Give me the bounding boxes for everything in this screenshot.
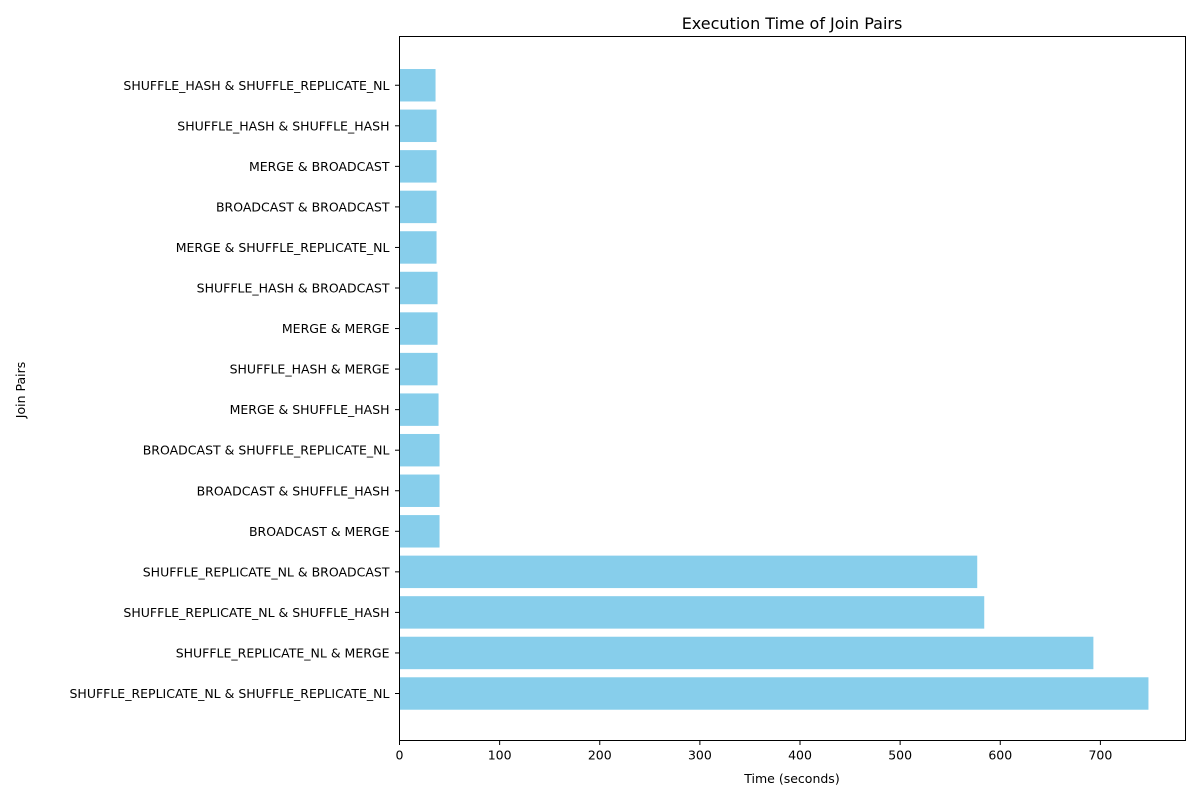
y-tick-label: SHUFFLE_REPLICATE_NL & BROADCAST [143,564,390,579]
bar [399,636,1094,670]
bar [399,190,437,224]
y-tick-label: MERGE & BROADCAST [249,159,390,174]
y-tick-label: SHUFFLE_REPLICATE_NL & SHUFFLE_REPLICATE… [69,686,389,701]
y-tick-label: BROADCAST & SHUFFLE_HASH [197,483,390,498]
x-tick-label: 0 [396,748,404,763]
axis-layer: SHUFFLE_REPLICATE_NL & SHUFFLE_REPLICATE… [69,78,1112,763]
x-tick-label: 500 [888,748,912,763]
x-tick-label: 400 [788,748,812,763]
bar [399,555,978,589]
y-axis-label: Join Pairs [13,362,28,419]
y-tick-label: BROADCAST & MERGE [249,524,390,539]
y-tick-label: SHUFFLE_HASH & BROADCAST [197,281,390,296]
bars-layer [399,69,1149,710]
y-tick-label: SHUFFLE_REPLICATE_NL & SHUFFLE_HASH [123,605,389,620]
y-tick-label: BROADCAST & SHUFFLE_REPLICATE_NL [143,443,390,458]
x-tick-label: 100 [488,748,512,763]
x-tick-label: 200 [588,748,612,763]
y-tick-label: MERGE & SHUFFLE_REPLICATE_NL [176,240,390,255]
x-tick-label: 600 [988,748,1012,763]
bar [399,69,436,102]
y-tick-label: SHUFFLE_HASH & SHUFFLE_HASH [177,118,389,133]
bar [399,433,440,467]
x-tick-label: 700 [1088,748,1112,763]
y-tick-label: SHUFFLE_HASH & SHUFFLE_REPLICATE_NL [123,78,389,93]
bar [399,515,440,548]
y-tick-label: SHUFFLE_HASH & MERGE [230,362,390,377]
x-tick-label: 300 [688,748,712,763]
x-axis-label: Time (seconds) [743,771,839,786]
bar [399,312,438,345]
bar [399,231,437,264]
bar [399,271,438,305]
y-tick-label: SHUFFLE_REPLICATE_NL & MERGE [176,645,390,660]
chart-title: Execution Time of Join Pairs [682,14,903,33]
bar [399,596,985,629]
bar [399,109,437,143]
plot-frame [399,36,1186,741]
bar [399,393,439,426]
bar [399,474,440,507]
y-tick-label: MERGE & SHUFFLE_HASH [230,402,390,417]
y-tick-label: MERGE & MERGE [282,321,390,336]
y-tick-label: BROADCAST & BROADCAST [216,199,390,214]
bar [399,352,438,386]
bar [399,677,1149,710]
bar [399,150,437,183]
